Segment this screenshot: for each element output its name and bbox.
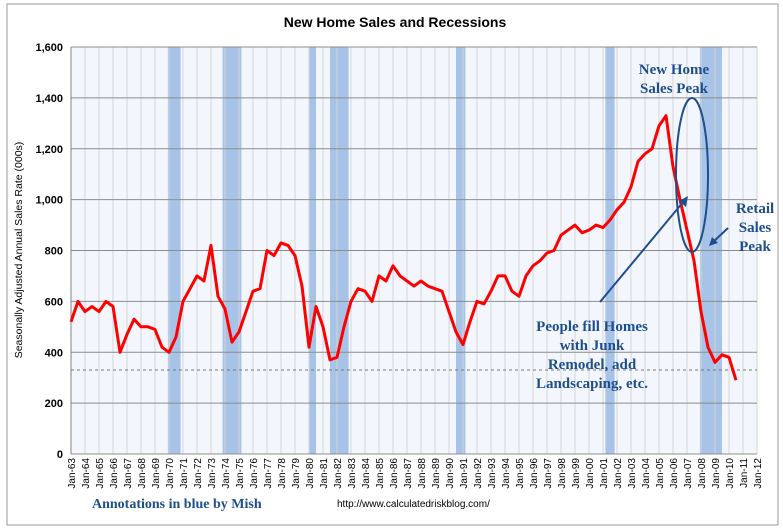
peak-ellipse — [675, 97, 709, 253]
x-tick-label: Jan-09 — [711, 458, 722, 489]
x-tick-label: Jan-67 — [123, 458, 134, 489]
y-tick-labels: 0 200 400 600 800 1,000 1,200 1,400 1,600 — [35, 42, 63, 461]
x-tick-label: Jan-97 — [543, 458, 554, 489]
x-tick-label: Jan-87 — [403, 458, 414, 489]
x-tick-label: Jan-04 — [641, 458, 652, 489]
x-tick-label: Jan-96 — [529, 458, 540, 489]
retail-annotation-line2: Sales — [739, 220, 772, 236]
y-tick-label: 1,000 — [35, 195, 63, 207]
y-tick-label: 600 — [45, 296, 63, 308]
y-tick-label: 400 — [45, 347, 63, 359]
x-tick-label: Jan-02 — [613, 458, 624, 489]
x-tick-label: Jan-01 — [599, 458, 610, 489]
x-tick-label: Jan-99 — [571, 458, 582, 489]
x-tick-label: Jan-72 — [193, 458, 204, 489]
x-tick-label: Jan-69 — [151, 458, 162, 489]
x-tick-label: Jan-12 — [753, 458, 764, 489]
x-tick-label: Jan-00 — [585, 458, 596, 489]
junk-annotation-line3: Remodel, add — [548, 357, 637, 373]
x-tick-label: Jan-74 — [221, 458, 232, 489]
junk-annotation-line2: with Junk — [560, 338, 625, 354]
plot-area — [69, 46, 758, 455]
x-tick-label: Jan-82 — [333, 458, 344, 489]
x-tick-label: Jan-89 — [431, 458, 442, 489]
x-tick-label: Jan-11 — [739, 458, 750, 488]
x-tick-label: Jan-08 — [697, 458, 708, 489]
x-tick-label: Jan-10 — [725, 458, 736, 489]
y-tick-label: 1,400 — [35, 93, 63, 105]
x-tick-label: Jan-92 — [473, 458, 484, 489]
retail-annotation-line1: Retail — [736, 201, 774, 217]
retail-annotation-line3: Peak — [739, 239, 771, 255]
x-tick-label: Jan-80 — [305, 458, 316, 489]
x-tick-label: Jan-06 — [669, 458, 680, 489]
x-tick-label: Jan-05 — [655, 458, 666, 489]
y-axis-label: Seasonally Adjusted Annual Sales Rate (0… — [13, 142, 25, 359]
x-tick-label: Jan-88 — [417, 458, 428, 489]
x-tick-label: Jan-71 — [179, 458, 190, 489]
y-tick-label: 0 — [57, 449, 63, 461]
x-tick-label: Jan-90 — [445, 458, 456, 489]
x-tick-label: Jan-86 — [389, 458, 400, 489]
x-tick-labels: Jan-63 Jan-64 Jan-65 Jan-66 Jan-67 Jan-68 Jan-… — [67, 458, 764, 489]
y-tick-label: 200 — [45, 398, 63, 410]
chart-title: New Home Sales and Recessions — [284, 14, 507, 30]
x-tick-label: Jan-95 — [515, 458, 526, 489]
junk-annotation-line1: People fill Homes — [536, 319, 648, 335]
new-home-sales-line — [69, 114, 738, 381]
footer-credit: Annotations in blue by Mish — [92, 497, 262, 512]
x-tick-label: Jan-65 — [95, 458, 106, 489]
footer-url[interactable]: http://www.calculatedriskblog.com/ — [337, 499, 490, 510]
x-tick-label: Jan-07 — [683, 458, 694, 489]
x-tick-label: Jan-73 — [207, 458, 218, 489]
y-tick-label: 800 — [45, 246, 63, 258]
y-tick-label: 1,600 — [35, 42, 63, 54]
x-tick-label: Jan-84 — [361, 458, 372, 489]
junk-arrow — [599, 200, 685, 303]
x-tick-label: Jan-79 — [291, 458, 302, 489]
x-tick-label: Jan-63 — [67, 458, 78, 489]
x-tick-label: Jan-81 — [319, 458, 330, 489]
x-tick-label: Jan-93 — [487, 458, 498, 489]
x-tick-label: Jan-94 — [501, 458, 512, 489]
x-tick-label: Jan-66 — [109, 458, 120, 489]
x-tick-label: Jan-85 — [375, 458, 386, 489]
x-tick-label: Jan-78 — [277, 458, 288, 489]
junk-annotation-line4: Landscaping, etc. — [536, 376, 648, 392]
retail-arrow-head-icon — [709, 237, 718, 246]
x-tick-label: Jan-68 — [137, 458, 148, 489]
junk-arrow-head-icon — [679, 196, 688, 207]
x-tick-label: Jan-03 — [627, 458, 638, 489]
x-tick-label: Jan-77 — [263, 458, 274, 489]
x-tick-label: Jan-70 — [165, 458, 176, 489]
x-tick-label: Jan-91 — [459, 458, 470, 489]
peak-annotation-line1: New Home — [639, 62, 710, 78]
annotations: New Home Sales Peak Retail Sales Peak Pe… — [536, 62, 774, 392]
peak-annotation-line2: Sales Peak — [640, 81, 709, 97]
x-tick-label: Jan-64 — [81, 458, 92, 489]
x-tick-label: Jan-83 — [347, 458, 358, 489]
x-tick-label: Jan-98 — [557, 458, 568, 489]
x-tick-label: Jan-75 — [235, 458, 246, 489]
x-tick-label: Jan-76 — [249, 458, 260, 489]
y-tick-label: 1,200 — [35, 144, 63, 156]
